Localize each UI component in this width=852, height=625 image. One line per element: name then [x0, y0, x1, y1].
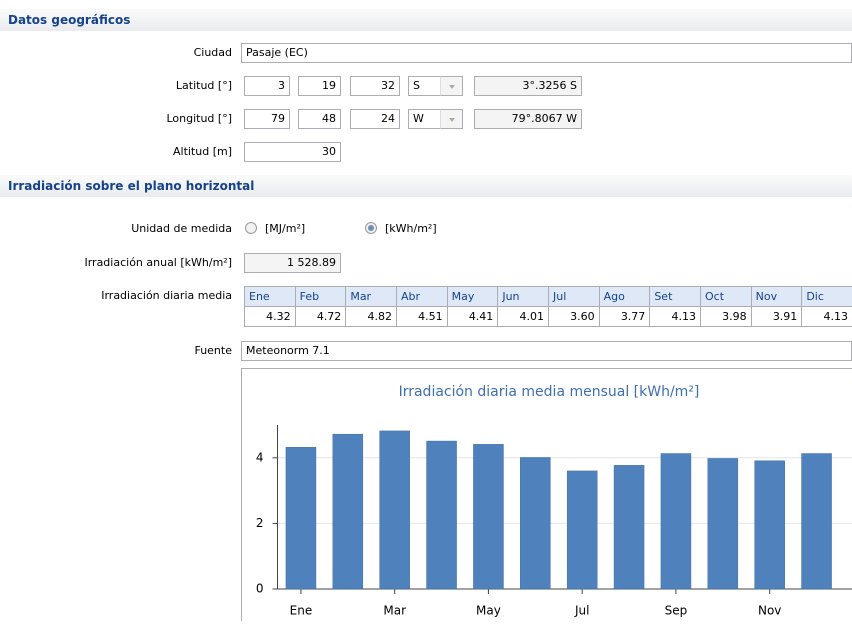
month-header: Nov: [750, 286, 803, 307]
minutes-input[interactable]: 48: [298, 109, 341, 129]
chart-panel: Irradiación diaria media mensual [kWh/m²…: [241, 368, 852, 621]
bar: [613, 465, 645, 590]
bar: [707, 458, 739, 590]
month-value[interactable]: 4.72: [294, 306, 347, 327]
month-value[interactable]: 4.51: [396, 306, 448, 327]
bar: [660, 453, 692, 590]
month-header: Oct: [700, 286, 752, 307]
month-value[interactable]: 4.32: [244, 306, 296, 327]
section-header: Datos geográficos: [0, 9, 852, 31]
month-header: Jun: [497, 286, 549, 307]
source-select[interactable]: Meteonorm 7.1: [241, 341, 852, 361]
month-value[interactable]: 3.60: [548, 306, 600, 327]
chart-title: Irradiación diaria media mensual [kWh/m²…: [399, 384, 700, 400]
bar: [801, 453, 832, 590]
month-header: Ene: [244, 286, 296, 307]
degrees-input[interactable]: 79: [244, 109, 290, 129]
hemisphere-select[interactable]: W: [408, 109, 441, 129]
bar: [520, 457, 551, 590]
month-value[interactable]: 4.82: [345, 306, 397, 327]
text-input[interactable]: Pasaje (EC): [241, 43, 852, 63]
dropdown-button[interactable]: [440, 76, 463, 96]
field-label: Altitud [m]: [172, 145, 232, 158]
month-header: Feb: [294, 286, 347, 307]
bar: [426, 440, 457, 590]
month-value[interactable]: 4.01: [497, 306, 549, 327]
bar: [566, 470, 598, 590]
bar: [332, 433, 364, 590]
radio-option[interactable]: [MJ/m²]: [245, 219, 305, 239]
month-header: Dic: [801, 286, 852, 307]
degrees-input[interactable]: 3: [244, 76, 290, 96]
x-tick-label: Jul: [574, 604, 589, 618]
decimal-output: 3°.3256 S: [474, 76, 582, 96]
month-header: Abr: [396, 286, 448, 307]
field-label: Irradiación diaria media: [101, 289, 232, 302]
month-value[interactable]: 4.13: [801, 306, 852, 327]
seconds-input[interactable]: 24: [350, 109, 400, 129]
field-label: Ciudad: [193, 46, 232, 59]
month-value[interactable]: 3.98: [700, 306, 752, 327]
radio-option[interactable]: [kWh/m²]: [365, 219, 437, 239]
bar: [754, 460, 785, 590]
seconds-input[interactable]: 32: [350, 76, 400, 96]
field-label: Irradiación anual [kWh/m²]: [84, 256, 232, 269]
field-label: Fuente: [194, 344, 232, 357]
x-tick-label: Mar: [383, 604, 406, 618]
y-tick-label: 4: [256, 450, 264, 464]
dropdown-button[interactable]: [440, 109, 463, 129]
month-value[interactable]: 3.91: [750, 306, 803, 327]
x-tick-label: Nov: [758, 604, 781, 618]
field-label: Unidad de medida: [131, 222, 232, 235]
decimal-output: 79°.8067 W: [474, 109, 582, 129]
x-tick-label: Sep: [665, 604, 688, 618]
month-header: Set: [649, 286, 701, 307]
bar: [473, 444, 504, 590]
x-tick-label: May: [476, 604, 501, 618]
field-label: Latitud [°]: [175, 79, 232, 92]
field-label: Longitud [°]: [166, 112, 232, 125]
month-header: Mar: [345, 286, 397, 307]
altitude-input[interactable]: 30: [244, 142, 341, 162]
section-header: Irradiación sobre el plano horizontal: [0, 175, 852, 197]
bar: [285, 447, 317, 590]
y-tick-label: 0: [256, 582, 264, 596]
hemisphere-select[interactable]: S: [408, 76, 441, 96]
month-value[interactable]: 4.41: [446, 306, 499, 327]
month-header: Jul: [548, 286, 600, 307]
month-header: May: [446, 286, 499, 307]
annual-output: 1 528.89: [244, 253, 341, 273]
bar: [379, 430, 410, 590]
y-tick-label: 2: [256, 516, 264, 530]
x-tick-label: Ene: [290, 604, 313, 618]
chart: Irradiación diaria media mensual [kWh/m²…: [256, 384, 852, 618]
minutes-input[interactable]: 19: [298, 76, 341, 96]
month-value[interactable]: 4.13: [649, 306, 701, 327]
month-value[interactable]: 3.77: [598, 306, 651, 327]
month-header: Ago: [598, 286, 651, 307]
